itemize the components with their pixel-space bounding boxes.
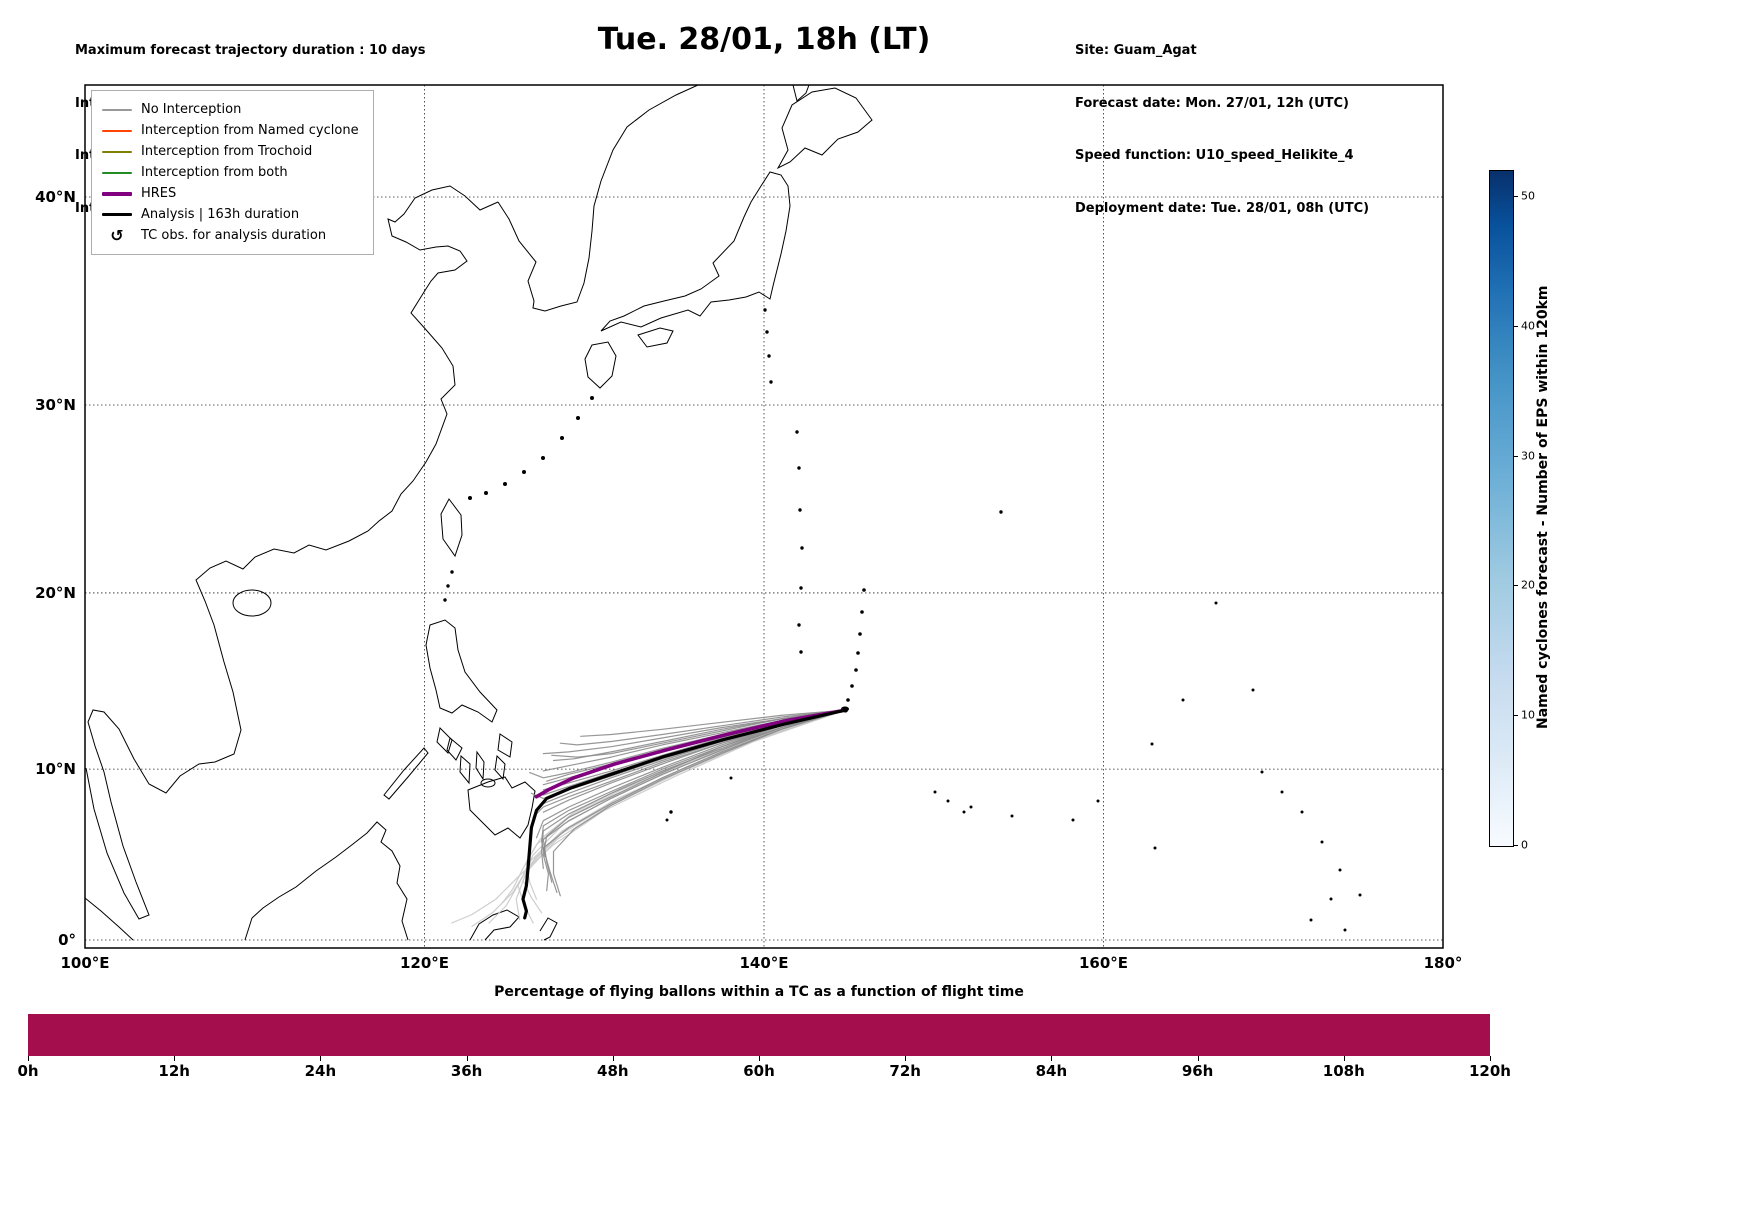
time-tick-label: 36h	[450, 1062, 483, 1080]
trajectory-no_interception	[552, 709, 847, 897]
y-tick-label: 20°N	[35, 583, 76, 602]
legend-entry-label: No Interception	[141, 102, 242, 117]
colorbar-tick	[1513, 195, 1518, 197]
trajectory-hres	[534, 708, 848, 799]
coastlines	[85, 85, 1362, 941]
eps-colorbar	[1489, 170, 1514, 847]
trajectories	[451, 707, 848, 928]
tc-percentage-strip	[28, 1014, 1490, 1056]
time-tick-label: 24h	[304, 1062, 337, 1080]
legend-entry: No Interception	[102, 99, 359, 120]
y-tick-label: 10°N	[35, 760, 76, 779]
speed-function-text: Speed function: U10_speed_Helikite_4	[1075, 148, 1354, 163]
legend-line-sample	[102, 212, 132, 217]
time-tick	[320, 1056, 322, 1061]
time-tick-label: 60h	[743, 1062, 775, 1080]
legend-entry: Interception from Trochoid	[102, 141, 359, 162]
trajectory-no_interception	[540, 709, 847, 858]
legend-line-sample	[102, 108, 132, 111]
time-tick	[905, 1056, 907, 1061]
time-tick-label: 48h	[597, 1062, 629, 1080]
time-tick-label: 120h	[1469, 1062, 1511, 1080]
trajectory-no_interception	[542, 709, 847, 892]
y-tick-label: 30°N	[35, 396, 76, 415]
colorbar-tick	[1513, 325, 1518, 327]
time-tick-label: 108h	[1322, 1062, 1365, 1080]
time-tick	[1197, 1056, 1199, 1061]
x-tick-label: 160°E	[1078, 954, 1129, 972]
legend-entry-label: Interception from Named cyclone	[141, 123, 359, 138]
time-tick	[1490, 1056, 1491, 1061]
time-tick-label: 96h	[1181, 1062, 1214, 1080]
max-duration-text: Maximum forecast trajectory duration : 1…	[75, 43, 426, 58]
header-right-info: Site: Guam_Agat Forecast date: Mon. 27/0…	[1075, 7, 1369, 252]
x-tick-label: 180°	[1423, 954, 1463, 972]
time-tick	[466, 1056, 468, 1061]
legend-entry: Analysis | 163h duration	[102, 204, 359, 225]
x-tick-label: 100°E	[60, 954, 110, 972]
colorbar-tick	[1513, 845, 1518, 846]
time-tick	[1051, 1056, 1053, 1061]
colorbar-label: Named cyclones forecast - Number of EPS …	[1535, 285, 1551, 730]
time-tick-label: 12h	[158, 1062, 190, 1080]
trajectory-no_interception	[551, 709, 847, 758]
time-tick-label: 0h	[17, 1062, 39, 1080]
strip-chart-title: Percentage of flying ballons within a TC…	[494, 984, 1024, 1000]
legend-line-sample	[102, 150, 132, 153]
deployment-site-marker	[842, 707, 848, 713]
legend-entry: HRES	[102, 183, 359, 204]
trajectory-no_interception	[580, 709, 847, 737]
time-tick	[1343, 1056, 1345, 1061]
colorbar-tick	[1513, 585, 1518, 587]
colorbar-tick-label: 40	[1521, 319, 1535, 333]
site-text: Site: Guam_Agat	[1075, 43, 1197, 58]
colorbar-tick-label: 30	[1521, 449, 1535, 463]
x-tick-label: 120°E	[399, 954, 450, 972]
legend-entry-label: Analysis | 163h duration	[141, 207, 300, 222]
legend-line-sample	[102, 171, 132, 174]
map-frame	[84, 84, 1444, 949]
trajectory-no_interception	[559, 709, 847, 746]
trajectory-no_interception_faded	[451, 709, 847, 924]
small-islands	[443, 308, 1362, 932]
colorbar-tick	[1513, 715, 1518, 717]
deployment-date-text: Deployment date: Tue. 28/01, 08h (UTC)	[1075, 200, 1370, 216]
legend-entry: ↺ TC obs. for analysis duration	[102, 225, 359, 246]
colorbar-tick-label: 50	[1521, 189, 1535, 203]
time-tick-label: 72h	[889, 1062, 921, 1080]
map-legend: No Interception Interception from Named c…	[91, 90, 374, 255]
colorbar-tick-label: 0	[1521, 838, 1528, 852]
legend-line-sample	[102, 191, 132, 196]
time-tick	[174, 1056, 176, 1061]
time-tick-label: 84h	[1035, 1062, 1068, 1080]
legend-entry-label: Interception from Trochoid	[141, 144, 313, 159]
time-tick	[28, 1056, 29, 1061]
y-tick-label: 0°	[58, 931, 76, 949]
legend-entry-label: HRES	[141, 186, 177, 201]
colorbar-tick-label: 10	[1521, 708, 1535, 722]
time-tick	[759, 1056, 760, 1061]
y-tick-label: 40°N	[35, 188, 76, 206]
legend-entry-label: Interception from both	[141, 165, 288, 180]
time-tick	[612, 1056, 614, 1061]
colorbar-tick	[1513, 455, 1518, 457]
page-title: Tue. 28/01, 18h (LT)	[597, 22, 931, 57]
forecast-date-text: Forecast date: Mon. 27/01, 12h (UTC)	[1075, 95, 1350, 111]
trajectory-analysis	[521, 708, 848, 920]
trajectory-no_interception_faded	[517, 709, 847, 924]
x-tick-label: 140°E	[739, 954, 789, 972]
legend-entry: Interception from Named cyclone	[102, 120, 359, 141]
legend-entry: Interception from both	[102, 162, 359, 183]
legend-line-sample	[102, 129, 132, 132]
colorbar-tick-label: 20	[1521, 578, 1535, 592]
legend-entry-label: TC obs. for analysis duration	[141, 228, 327, 243]
trajectory-no_interception	[540, 709, 847, 870]
cyclone-symbol-icon: ↺	[110, 226, 124, 245]
